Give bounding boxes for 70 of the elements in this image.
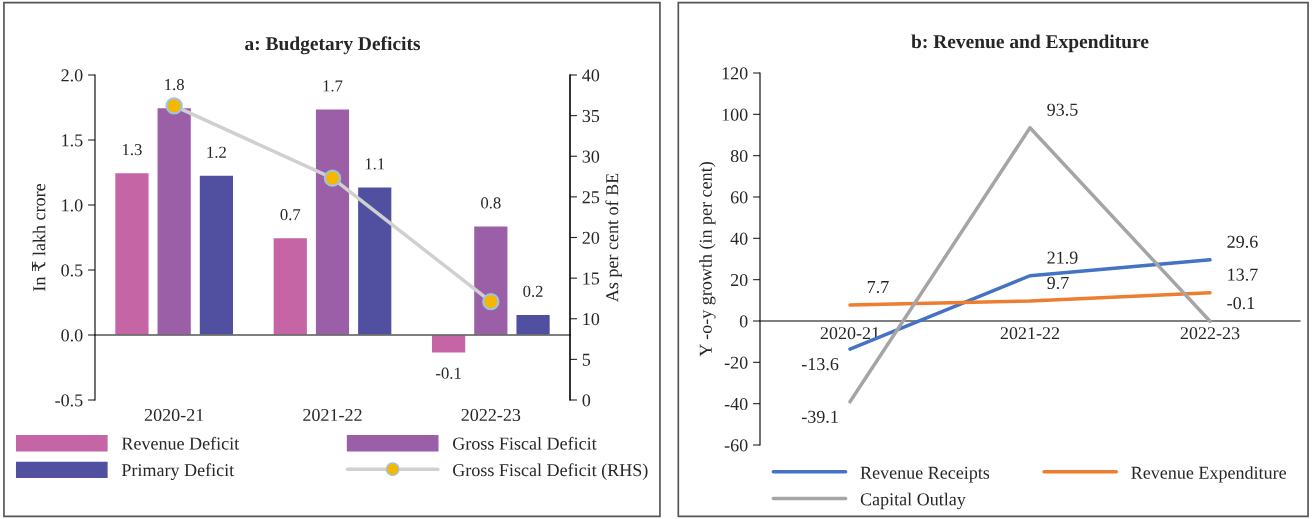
chart-title: b: Revenue and Expenditure xyxy=(911,34,1149,53)
data-label: -0.1 xyxy=(1227,297,1255,310)
y2-tick-label: 10 xyxy=(583,313,600,326)
bar xyxy=(472,225,509,336)
bar xyxy=(272,236,309,336)
x-tick-label: 2021-22 xyxy=(1000,327,1060,340)
bar xyxy=(430,334,467,354)
y-tick-label: 0.5 xyxy=(61,264,83,277)
y-tick-label: 0 xyxy=(739,315,748,328)
data-label: 9.7 xyxy=(1047,276,1069,290)
legend-label: Primary Deficit xyxy=(121,463,235,480)
data-label: 0.7 xyxy=(280,208,301,221)
y-tick-label: 1.0 xyxy=(62,199,83,212)
bar xyxy=(198,174,235,336)
x-tick-label: 2021-22 xyxy=(303,408,362,422)
y-axis-title: In ₹ lakh crore xyxy=(32,184,46,291)
bar xyxy=(156,106,193,336)
legend-label: Revenue Expenditure xyxy=(1131,466,1287,483)
data-label: 29.6 xyxy=(1227,235,1258,248)
data-label: -13.6 xyxy=(801,358,839,371)
data-label: -39.1 xyxy=(801,410,838,423)
y2-tick-label: 0 xyxy=(582,394,591,407)
y-tick-label: -20 xyxy=(724,356,748,369)
bar xyxy=(515,313,552,336)
legend-label: Revenue Receipts xyxy=(860,466,990,483)
data-label: 1.2 xyxy=(207,146,226,158)
data-label: 13.7 xyxy=(1228,268,1258,281)
x-tick-label: 2020-21 xyxy=(144,408,204,422)
data-label: 0.2 xyxy=(523,285,543,297)
y2-tick-label: 5 xyxy=(582,353,591,366)
data-label: 1.7 xyxy=(323,80,343,92)
x-tick-label: 2022-23 xyxy=(1180,327,1240,340)
y-tick-label: -60 xyxy=(724,439,748,452)
data-label: 1.1 xyxy=(365,158,385,170)
data-label: -0.1 xyxy=(436,367,461,379)
y-tick-label: 80 xyxy=(730,149,748,163)
y2-axis-title: As per cent of BE xyxy=(605,173,622,302)
y2-tick-label: 40 xyxy=(582,69,600,82)
x-tick-label: 2020-21 xyxy=(820,327,880,340)
data-label: 21.9 xyxy=(1047,251,1078,264)
legend-label: Gross Fiscal Deficit xyxy=(453,436,597,450)
x-tick-label: 2022-23 xyxy=(461,408,521,422)
y-tick-label: -0.5 xyxy=(55,394,83,407)
y2-tick-label: 25 xyxy=(582,191,600,204)
bar xyxy=(314,108,351,336)
y-tick-label: 60 xyxy=(730,191,748,204)
data-label: 93.5 xyxy=(1047,103,1078,116)
y-tick-label: 2.0 xyxy=(61,69,83,82)
y2-tick-label: 30 xyxy=(582,150,600,163)
y2-tick-label: 15 xyxy=(583,272,600,285)
y-tick-label: -40 xyxy=(724,397,748,411)
data-label: 1.8 xyxy=(165,78,184,91)
chart-title: a: Budgetary Deficits xyxy=(245,36,421,55)
y2-tick-label: 20 xyxy=(582,231,600,244)
bar xyxy=(356,186,393,336)
y-tick-label: 0.0 xyxy=(61,329,83,342)
y2-tick-label: 35 xyxy=(582,109,600,123)
bar xyxy=(113,171,150,336)
legend-label: Capital Outlay xyxy=(860,492,966,510)
legend-label: Revenue Deficit xyxy=(121,436,240,450)
data-label: 0.8 xyxy=(481,197,501,209)
y-tick-label: 40 xyxy=(730,232,748,245)
y-tick-label: 20 xyxy=(730,273,748,287)
y-tick-label: 1.5 xyxy=(62,134,83,147)
legend-label: Gross Fiscal Deficit (RHS) xyxy=(453,463,648,480)
y-tick-label: 120 xyxy=(722,67,748,80)
y-tick-label: 100 xyxy=(722,108,748,121)
data-label: 7.7 xyxy=(867,281,889,294)
data-label: 1.3 xyxy=(122,144,142,156)
y-axis-title: Y -o-y growth (in per cent) xyxy=(699,162,716,357)
